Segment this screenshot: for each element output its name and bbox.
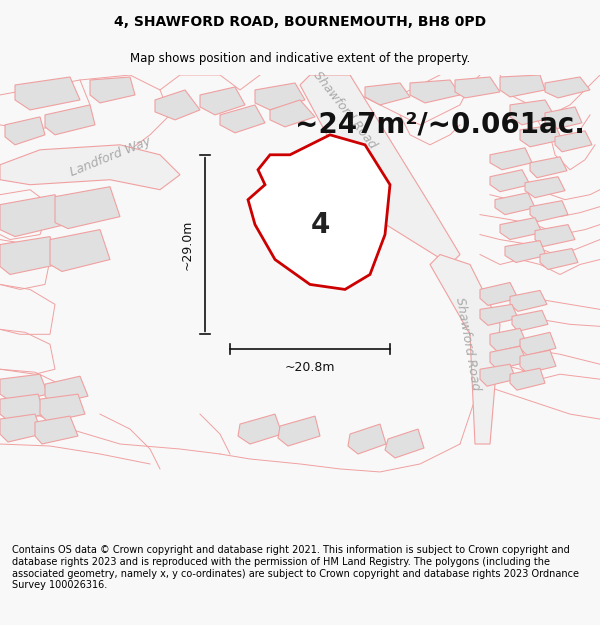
Polygon shape [45,376,88,404]
Text: ~20.8m: ~20.8m [285,361,335,374]
Polygon shape [495,192,535,214]
Text: 4: 4 [310,211,329,239]
Polygon shape [490,346,527,369]
Polygon shape [505,241,546,262]
Polygon shape [535,224,575,246]
Polygon shape [455,77,500,98]
Text: ~29.0m: ~29.0m [181,219,193,270]
Polygon shape [255,83,305,110]
Polygon shape [0,374,48,402]
Polygon shape [0,414,42,442]
Text: Landford Way: Landford Way [68,134,152,179]
Polygon shape [555,131,592,152]
Polygon shape [278,416,320,446]
Text: Contains OS data © Crown copyright and database right 2021. This information is : Contains OS data © Crown copyright and d… [12,545,579,590]
Polygon shape [220,105,265,133]
Polygon shape [530,157,567,177]
Polygon shape [155,90,200,120]
Polygon shape [545,107,582,130]
Polygon shape [490,148,532,170]
Polygon shape [248,135,390,289]
Polygon shape [348,424,386,454]
Polygon shape [300,75,460,264]
Polygon shape [410,80,460,103]
Polygon shape [90,77,135,103]
Polygon shape [50,229,110,271]
Polygon shape [525,177,565,198]
Polygon shape [510,368,545,390]
Polygon shape [200,87,245,115]
Polygon shape [510,291,547,311]
Polygon shape [0,394,45,422]
Polygon shape [510,100,555,125]
Polygon shape [365,83,410,105]
Text: ~247m²/~0.061ac.: ~247m²/~0.061ac. [295,111,585,139]
Text: 4, SHAWFORD ROAD, BOURNEMOUTH, BH8 0PD: 4, SHAWFORD ROAD, BOURNEMOUTH, BH8 0PD [114,15,486,29]
Polygon shape [490,328,527,351]
Polygon shape [0,145,180,190]
Text: Shawford Road: Shawford Road [311,69,379,151]
Polygon shape [520,350,556,373]
Polygon shape [545,77,590,98]
Polygon shape [0,237,58,274]
Polygon shape [0,194,65,237]
Polygon shape [520,332,556,355]
Text: Shawford Road: Shawford Road [454,297,482,392]
Polygon shape [500,217,542,239]
Polygon shape [35,416,78,444]
Polygon shape [55,187,120,229]
Polygon shape [490,170,530,192]
Polygon shape [430,254,500,444]
Polygon shape [270,100,315,127]
Polygon shape [512,311,548,331]
Polygon shape [520,125,562,147]
Polygon shape [480,364,516,386]
Text: Map shows position and indicative extent of the property.: Map shows position and indicative extent… [130,52,470,65]
Polygon shape [45,105,95,135]
Polygon shape [480,304,518,326]
Polygon shape [540,249,578,269]
Polygon shape [500,75,545,97]
Polygon shape [40,394,85,422]
Polygon shape [530,201,568,222]
Polygon shape [238,414,282,444]
Polygon shape [15,77,80,110]
Polygon shape [480,282,518,306]
Polygon shape [385,429,424,458]
Polygon shape [5,117,45,145]
